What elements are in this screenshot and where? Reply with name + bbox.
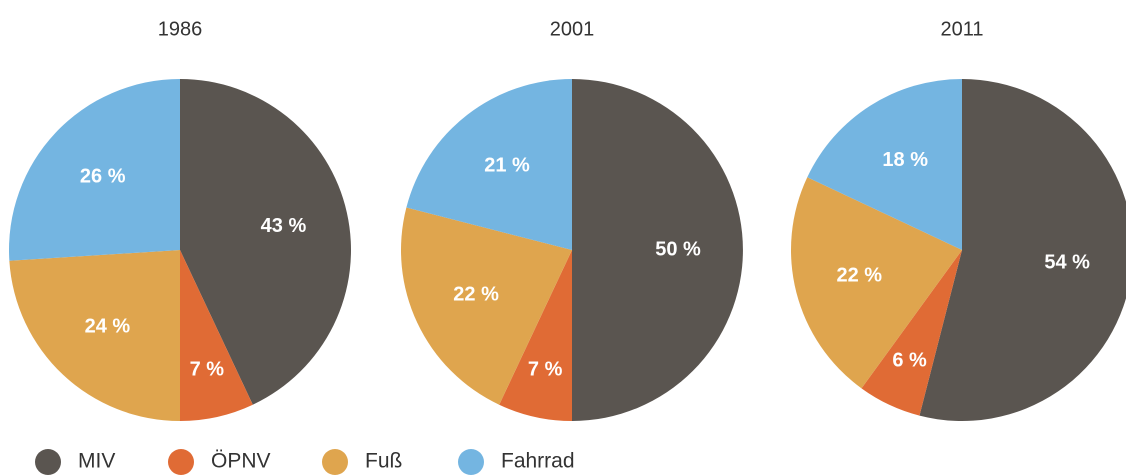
data-label: 43 % — [261, 215, 307, 237]
data-label: 6 % — [892, 350, 927, 372]
data-label: 26 % — [80, 166, 126, 188]
legend-swatch — [322, 449, 348, 475]
pie-slice — [8, 79, 180, 261]
legend-label: ÖPNV — [211, 450, 271, 473]
data-label: 18 % — [882, 149, 928, 171]
pie-slice — [807, 79, 962, 250]
pie-slice — [791, 177, 962, 389]
pie-slice — [499, 250, 572, 421]
data-label: 50 % — [655, 238, 701, 260]
legend-label: MIV — [78, 450, 115, 473]
pie-slice — [919, 79, 1126, 421]
legend-swatch — [168, 449, 194, 475]
pie-slice — [572, 79, 743, 421]
legend-swatch — [35, 449, 61, 475]
legend-label: Fahrrad — [501, 450, 575, 473]
legend-swatch — [458, 449, 484, 475]
pie-slice — [9, 250, 180, 421]
pie-slice — [180, 79, 351, 405]
data-label: 7 % — [190, 358, 225, 380]
data-label: 21 % — [484, 155, 530, 177]
pie-slice — [401, 207, 572, 405]
pie-title: 2011 — [940, 18, 983, 40]
pie-title: 1986 — [158, 18, 203, 40]
pie-slice — [406, 79, 572, 250]
data-label: 7 % — [528, 358, 563, 380]
data-label: 54 % — [1044, 252, 1090, 274]
pie-title: 2001 — [550, 18, 595, 40]
data-label: 24 % — [85, 316, 131, 338]
data-label: 22 % — [453, 283, 499, 305]
pie-slice — [861, 250, 962, 416]
data-label: 22 % — [837, 265, 883, 287]
legend-label: Fuß — [365, 450, 402, 473]
pie-slice — [180, 250, 253, 421]
